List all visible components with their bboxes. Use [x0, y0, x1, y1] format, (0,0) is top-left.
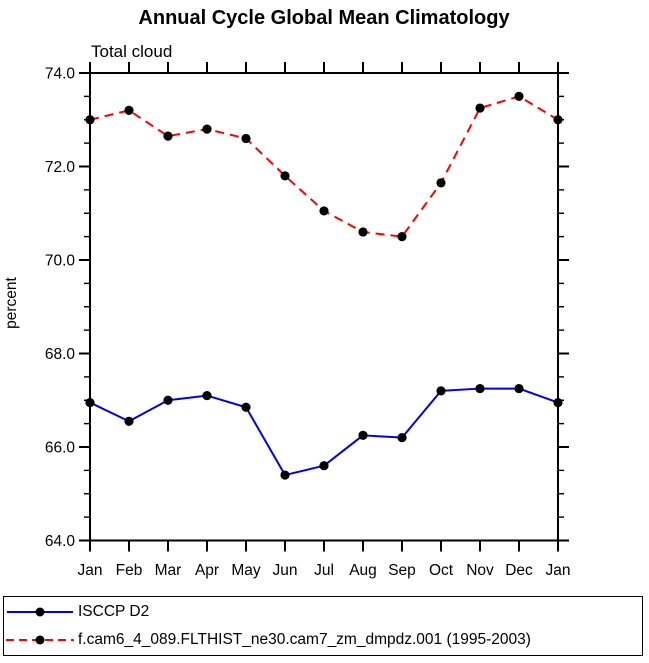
plot-axes: [79, 62, 569, 552]
plot-frame: [89, 72, 559, 542]
data-point: [241, 133, 251, 144]
data-point: [475, 383, 485, 394]
data-point: [241, 402, 251, 412]
data-point: [436, 178, 446, 188]
y-axis-label: percent: [3, 276, 20, 328]
x-tick-label: May: [231, 562, 261, 579]
data-point: [163, 395, 173, 405]
data-point: [475, 103, 485, 113]
data-point: [553, 115, 563, 125]
chart-canvas: Annual Cycle Global Mean Climatology Tot…: [3, 7, 571, 580]
data-point: [163, 131, 173, 141]
data-point: [319, 206, 329, 216]
data-point: [553, 397, 563, 408]
x-tick-label: Dec: [505, 562, 533, 579]
y-tick-label: 74.0: [45, 66, 76, 83]
axis-tick-labels: Jan Feb Mar Apr May Jun Jul Aug Sep Oct Nov Dec Jan 7…: [45, 66, 571, 580]
legend-item: ISCCP D2: [4, 598, 642, 626]
legend-label-model: f.cam6_4_089.FLTHIST_ne30.cam7_zm_dmpdz.…: [78, 631, 531, 648]
x-tick-label: Jun: [273, 562, 298, 579]
data-point: [85, 115, 95, 125]
chart-title: Annual Cycle Global Mean Climatology: [138, 7, 510, 29]
x-tick-label: Nov: [466, 562, 494, 579]
legend-line-sample-dashed: [6, 635, 74, 645]
y-tick-label: 64.0: [45, 533, 76, 550]
x-tick-label: Aug: [349, 562, 377, 579]
data-point: [124, 416, 134, 426]
y-tick-label: 72.0: [45, 159, 76, 176]
data-point: [85, 397, 95, 408]
x-tick-label: Sep: [388, 562, 416, 579]
legend-label-isccp: ISCCP D2: [78, 603, 150, 620]
data-point: [358, 430, 368, 440]
y-tick-label: 66.0: [45, 440, 76, 457]
x-tick-label: Feb: [116, 562, 143, 579]
x-tick-label: Jul: [314, 562, 334, 579]
series-line-1: [89, 95, 559, 238]
y-tick-label: 68.0: [45, 346, 76, 363]
chart-subtitle: Total cloud: [91, 42, 172, 61]
data-point: [514, 383, 524, 394]
data-point: [202, 124, 212, 134]
plot-series: [85, 91, 563, 480]
data-point: [358, 227, 368, 237]
data-point: [280, 470, 290, 480]
data-point: [319, 461, 329, 471]
data-point: [436, 386, 446, 396]
y-tick-label: 70.0: [45, 253, 76, 270]
legend-line-sample-solid: [7, 607, 73, 617]
data-point: [514, 91, 524, 101]
x-tick-label: Mar: [155, 562, 182, 579]
x-tick-label: Apr: [195, 562, 219, 579]
x-tick-label: Jan: [546, 562, 571, 579]
data-point: [280, 171, 290, 181]
data-point: [397, 232, 407, 242]
legend: ISCCP D2 f.cam6_4_089.FLTHIST_ne30.cam7_…: [3, 596, 643, 656]
x-tick-label: Oct: [429, 562, 454, 579]
legend-item: f.cam6_4_089.FLTHIST_ne30.cam7_zm_dmpdz.…: [4, 626, 642, 654]
data-point: [124, 105, 134, 115]
data-point: [397, 433, 407, 443]
data-point: [202, 390, 212, 401]
x-tick-label: Jan: [78, 562, 103, 579]
